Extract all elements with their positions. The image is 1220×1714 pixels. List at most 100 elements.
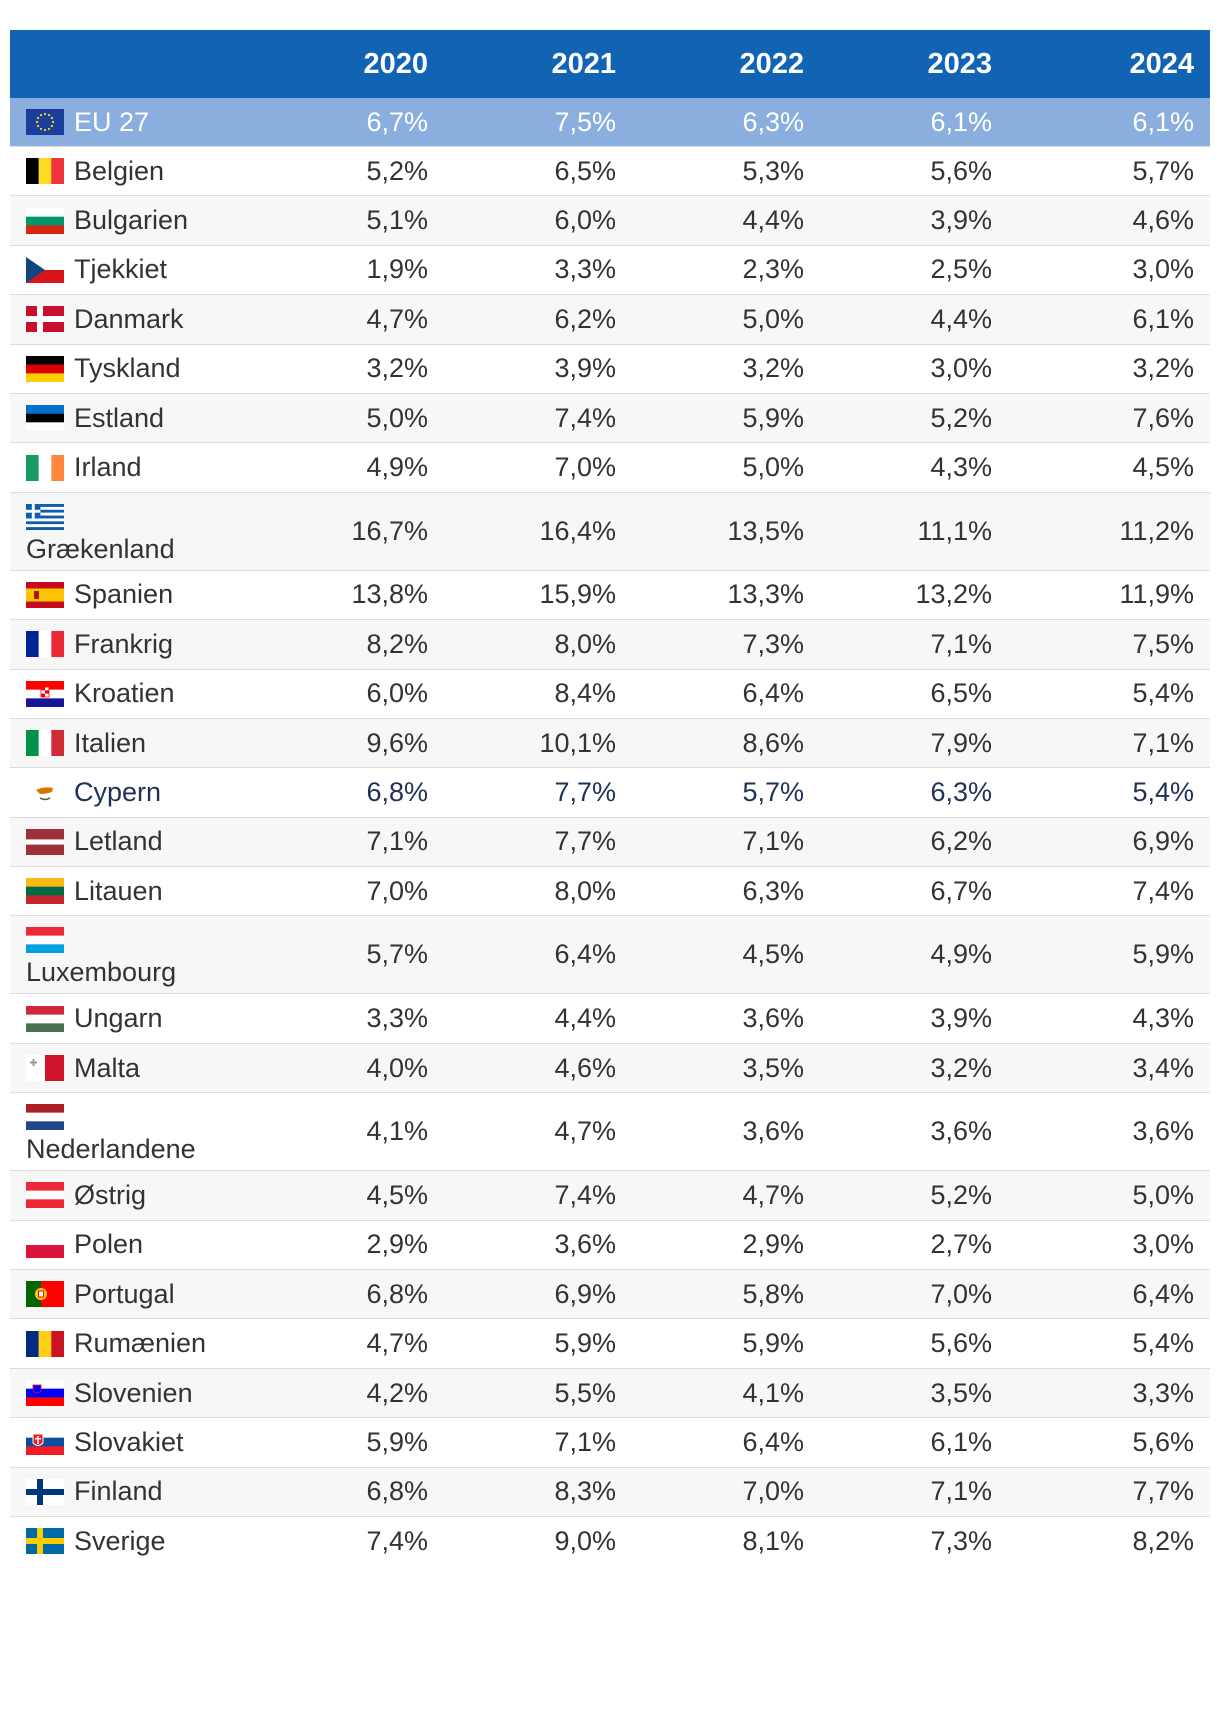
country-cell: Litauen [10,876,270,907]
value-2020: 6,8% [366,776,428,807]
greece-flag-icon [26,503,64,530]
value-2021: 6,0% [554,205,616,236]
country-cell: Bulgarien [10,205,270,236]
value-2020: 6,8% [366,1278,428,1309]
value-2023: 3,5% [930,1377,992,1408]
value-2024: 11,9% [1119,579,1194,610]
bulgaria-flag-icon [26,207,64,234]
country-cell: Spanien [10,579,270,610]
value-2023: 11,1% [917,515,992,546]
country-name: Belgien [74,155,165,186]
value-2024: 8,2% [1132,1525,1194,1556]
austria-flag-icon [26,1182,64,1209]
netherlands-flag-icon [26,1104,64,1131]
header-year-2023: 2023 [927,47,992,80]
country-name: Letland [74,826,163,857]
value-2022: 4,7% [742,1179,804,1210]
table-row: Østrig 4,5% 7,4% 4,7% 5,2% 5,0% [10,1170,1210,1220]
table-row: Danmark 4,7% 6,2% 5,0% 4,4% 6,1% [10,294,1210,344]
hungary-flag-icon [26,1005,64,1032]
value-2021: 8,0% [554,628,616,659]
finland-flag-icon [26,1478,64,1505]
value-2023: 7,0% [930,1278,992,1309]
value-2024: 7,5% [1132,628,1194,659]
eu-flag-icon [26,109,64,135]
value-2024: 5,4% [1132,776,1194,807]
header-year-2022: 2022 [739,47,804,80]
value-2020: 16,7% [351,515,428,546]
country-cell: Luxembourg [10,921,270,988]
value-2020: 5,9% [366,1426,428,1457]
croatia-flag-icon [26,680,64,707]
value-2024: 4,6% [1132,205,1194,236]
value-2021: 16,4% [539,515,616,546]
country-name: Finland [74,1476,163,1507]
slovenia-flag-icon [26,1380,64,1406]
value-2020: 9,6% [366,727,428,758]
value-2022: 5,3% [742,155,804,186]
value-2020: 1,9% [366,254,428,285]
value-2022: 7,0% [742,1476,804,1507]
country-name: Grækenland [26,533,175,564]
value-2021: 3,9% [554,353,616,384]
country-cell: Italien [10,728,270,759]
table-row: Rumænien 4,7% 5,9% 5,9% 5,6% 5,4% [10,1318,1210,1368]
malta-flag-icon [26,1055,64,1082]
country-name: Luxembourg [26,957,177,988]
header-year-2020: 2020 [363,47,428,80]
country-name: Nederlandene [26,1134,196,1165]
value-2021: 3,6% [554,1229,616,1260]
value-2020: 6,8% [366,1476,428,1507]
value-2020: 7,0% [366,875,428,906]
country-cell: Slovakiet [10,1427,270,1458]
value-2024: 7,4% [1132,875,1194,906]
value-2024: 3,3% [1132,1377,1194,1408]
table-row: Slovenien 4,2% 5,5% 4,1% 3,5% 3,3% [10,1367,1210,1418]
table-header: 2020 2021 2022 2023 2024 [10,30,1210,98]
italy-flag-icon [26,730,64,757]
value-2020: 8,2% [366,628,428,659]
value-2022: 5,0% [742,452,804,483]
value-2020: 7,4% [366,1525,428,1556]
country-cell: EU 27 [10,107,270,138]
table-row: Litauen 7,0% 8,0% 6,3% 6,7% 7,4% [10,866,1210,916]
value-2020: 3,3% [366,1003,428,1034]
cyprus-flag-icon [26,779,64,806]
value-2023: 3,2% [930,1052,992,1083]
table-body: EU 27 6,7% 7,5% 6,3% 6,1% 6,1% Belgien 5,2% 6,5%… [10,98,1210,1566]
france-flag-icon [26,631,64,658]
value-2023: 6,1% [930,1426,992,1457]
header-year-2021: 2021 [551,47,616,80]
table-row: Belgien 5,2% 6,5% 5,3% 5,6% 5,7% [10,146,1210,196]
value-2021: 6,4% [554,939,616,970]
value-2022: 3,2% [742,353,804,384]
value-2024: 5,4% [1132,1328,1194,1359]
sweden-flag-icon [26,1528,64,1555]
value-2024: 3,2% [1132,353,1194,384]
value-2022: 7,3% [742,628,804,659]
value-2021: 4,7% [554,1116,616,1147]
poland-flag-icon [26,1231,64,1258]
value-2021: 8,3% [554,1476,616,1507]
country-cell: Slovenien [10,1378,270,1409]
value-2022: 3,6% [742,1116,804,1147]
table-row: Spanien 13,8% 15,9% 13,3% 13,2% 11,9% [10,569,1210,620]
value-2022: 4,1% [742,1377,804,1408]
table-row: Finland 6,8% 8,3% 7,0% 7,1% 7,7% [10,1466,1210,1516]
value-2024: 7,7% [1132,1476,1194,1507]
lithuania-flag-icon [26,878,64,905]
value-2023: 5,2% [930,1179,992,1210]
value-2020: 7,1% [366,826,428,857]
country-name: Portugal [74,1278,175,1309]
value-2023: 6,2% [930,826,992,857]
value-2023: 5,6% [930,1328,992,1359]
country-cell: Finland [10,1476,270,1507]
table-row: Letland 7,1% 7,7% 7,1% 6,2% 6,9% [10,816,1210,867]
value-2023: 6,5% [930,678,992,709]
value-2021: 6,5% [554,155,616,186]
value-2023: 7,9% [930,727,992,758]
value-2021: 9,0% [554,1525,616,1556]
ireland-flag-icon [26,454,64,481]
value-2021: 7,7% [554,776,616,807]
value-2022: 13,3% [727,579,804,610]
